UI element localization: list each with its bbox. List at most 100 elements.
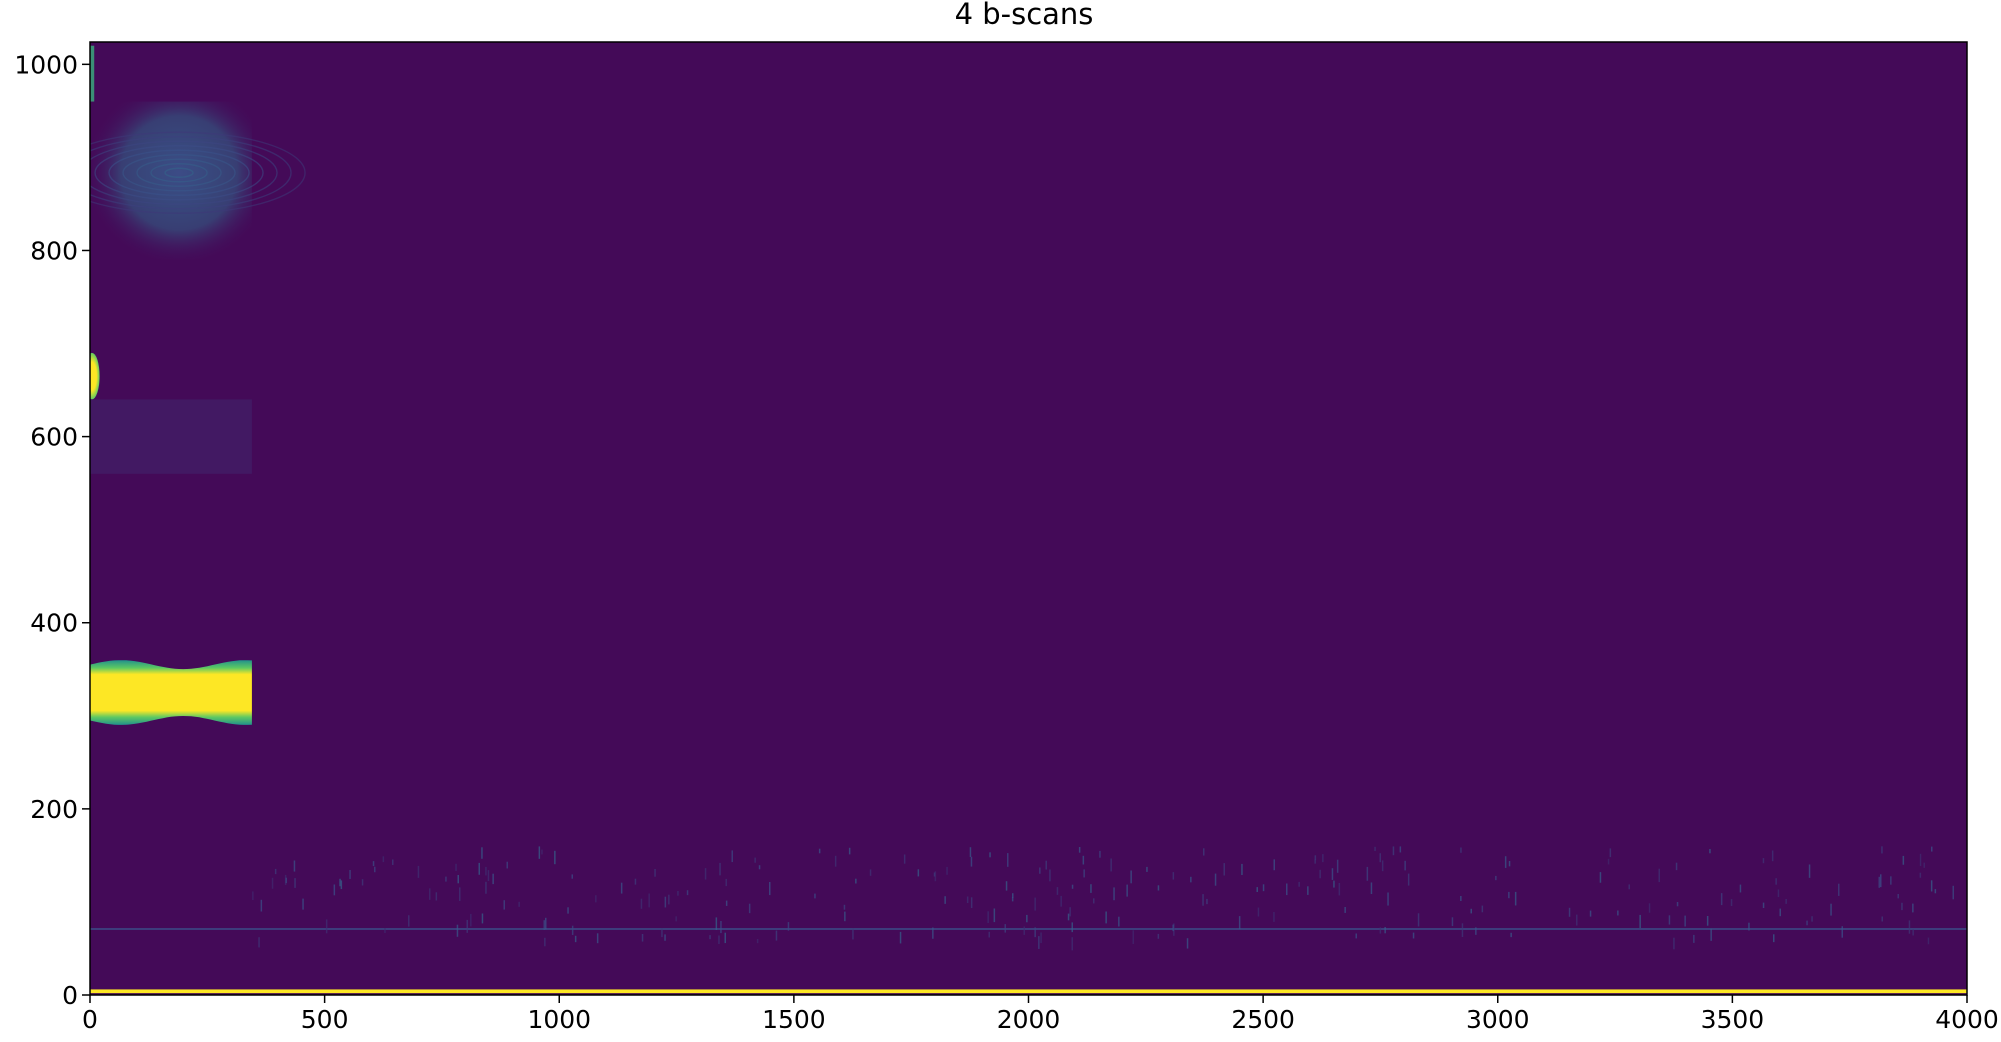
noise-speck (731, 850, 733, 863)
noise-speck (1808, 864, 1811, 878)
noise-speck (382, 856, 385, 863)
noise-speck (1344, 907, 1346, 913)
noise-speck (946, 866, 948, 875)
noise-speck (478, 862, 480, 875)
noise-speck (544, 937, 546, 947)
scatter-noise (252, 846, 1954, 951)
noise-speck (372, 861, 375, 867)
noise-speck (1049, 869, 1051, 882)
noise-speck (417, 865, 420, 878)
noise-speck (1007, 853, 1009, 867)
ring-line (108, 149, 250, 196)
noise-speck (1779, 908, 1781, 917)
y-tick-label: 1000 (14, 50, 78, 79)
noise-speck (758, 865, 761, 870)
noise-speck (686, 890, 689, 896)
noise-speck (818, 848, 821, 854)
noise-speck (1739, 884, 1742, 893)
ring-line (122, 154, 236, 192)
noise-speck (1675, 862, 1678, 871)
noise-speck (1399, 846, 1402, 853)
noise-speck (1878, 876, 1880, 888)
noise-speck (518, 901, 520, 907)
noise-speck (1023, 926, 1025, 935)
noise-speck (1762, 858, 1765, 864)
noise-speck (1238, 916, 1241, 930)
noise-speck (1202, 894, 1204, 906)
bright-band (90, 660, 252, 725)
faint-region (90, 399, 252, 474)
faint-region-shape (90, 399, 252, 474)
noise-speck (843, 904, 846, 910)
noise-speck (1470, 908, 1472, 914)
x-tick-label: 4000 (1935, 1005, 1999, 1034)
noise-speck (969, 847, 972, 858)
noise-speck (834, 855, 837, 867)
noise-speck (1599, 872, 1602, 883)
noise-speck (1322, 854, 1324, 863)
noise-speck (285, 877, 287, 884)
noise-speck (775, 930, 778, 941)
noise-speck (1775, 878, 1777, 885)
noise-speck (748, 903, 751, 914)
noise-speck (595, 895, 597, 903)
noise-speck (1366, 866, 1369, 881)
ring-pattern (90, 101, 306, 260)
noise-speck (1241, 863, 1243, 876)
noise-speck (333, 884, 336, 896)
noise-speck (554, 850, 556, 865)
y-tick-label: 200 (30, 795, 78, 824)
noise-speck (1706, 916, 1709, 926)
noise-speck (668, 894, 670, 905)
surface-line-shape (90, 989, 1967, 994)
noise-speck (1206, 898, 1208, 905)
noise-speck (903, 854, 906, 864)
noise-speck (1286, 883, 1288, 896)
noise-speck (677, 891, 679, 896)
noise-speck (1113, 887, 1115, 901)
noise-speck (1298, 881, 1300, 887)
noise-speck (481, 913, 484, 924)
noise-speck (1338, 883, 1341, 896)
noise-speck (1374, 846, 1376, 851)
ring-glow (90, 101, 252, 260)
noise-speck (987, 911, 989, 923)
noise-speck (481, 847, 483, 859)
noise-speck (1475, 927, 1477, 935)
noise-speck (869, 869, 872, 876)
noise-speck (620, 882, 623, 894)
noise-speck (1806, 920, 1808, 926)
noise-speck (294, 878, 296, 888)
noise-speck (932, 927, 934, 939)
noise-speck (340, 880, 343, 890)
noise-speck (1495, 875, 1497, 881)
noise-speck (769, 882, 771, 896)
noise-speck (274, 868, 277, 875)
noise-speck (1881, 916, 1883, 922)
noise-speck (459, 887, 461, 901)
noise-speck (988, 931, 990, 938)
horizontal-line-shape (90, 927, 1967, 930)
noise-speck (1172, 924, 1174, 932)
noise-speck (571, 925, 574, 935)
noise-speck (1890, 876, 1892, 885)
noise-speck (325, 919, 328, 934)
noise-speck (1881, 846, 1883, 854)
ring-line (150, 163, 208, 183)
noise-speck (675, 916, 677, 922)
noise-speck (1461, 923, 1464, 937)
noise-speck (455, 863, 457, 871)
noise-speck (1040, 932, 1042, 944)
noise-speck (1830, 903, 1832, 916)
noise-speck (1908, 920, 1911, 934)
edge-spot-shape (90, 352, 100, 400)
noise-speck (848, 847, 851, 855)
noise-speck (445, 876, 447, 882)
noise-speck (1038, 936, 1040, 949)
noise-speck (844, 911, 846, 922)
noise-speck (720, 921, 722, 934)
noise-speck (1504, 856, 1507, 868)
noise-speck (538, 846, 541, 859)
noise-speck (1069, 907, 1071, 917)
